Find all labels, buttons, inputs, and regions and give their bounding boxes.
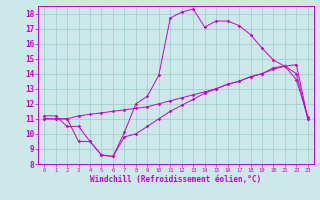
X-axis label: Windchill (Refroidissement éolien,°C): Windchill (Refroidissement éolien,°C) bbox=[91, 175, 261, 184]
